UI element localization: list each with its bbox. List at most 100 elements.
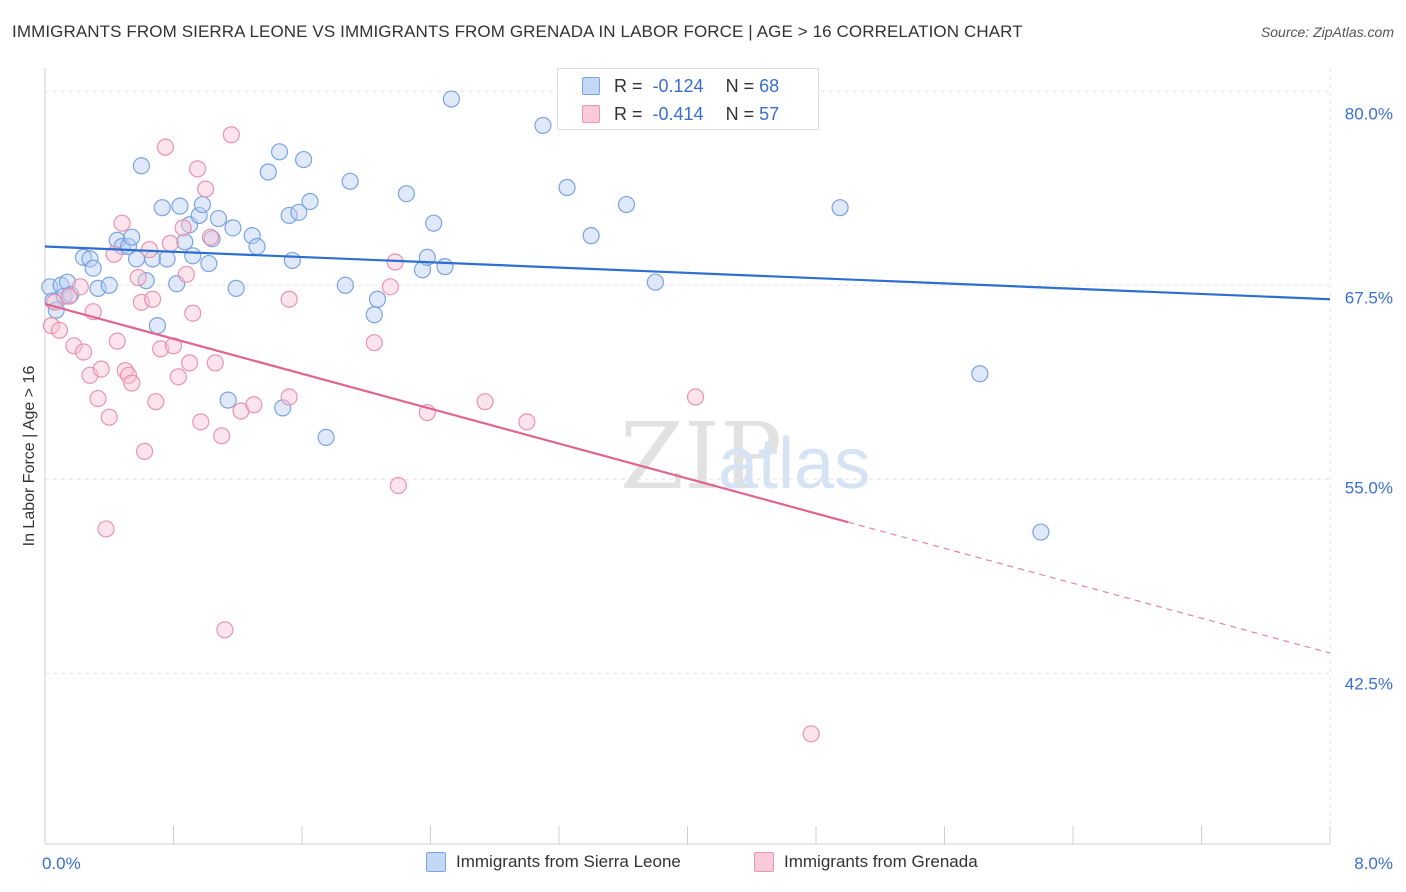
point-sierra-leone [274, 399, 292, 417]
point-grenada [213, 427, 231, 445]
point-sierra-leone [368, 290, 387, 308]
point-sierra-leone [971, 365, 989, 383]
point-sierra-leone [171, 197, 189, 215]
legend-n-value: 68 [759, 75, 780, 96]
point-sierra-leone [646, 273, 664, 291]
point-grenada [74, 343, 93, 361]
point-sierra-leone [209, 209, 228, 228]
point-sierra-leone [200, 254, 218, 273]
point-sierra-leone [436, 258, 454, 276]
point-sierra-leone [831, 199, 849, 217]
point-grenada [65, 337, 83, 355]
legend-item-grenada[interactable]: Immigrants from Grenada [754, 852, 978, 872]
y-tick-label: 55.0% [1345, 478, 1393, 497]
point-grenada [89, 389, 107, 408]
point-sierra-leone [582, 227, 600, 245]
y-axis-label: In Labor Force | Age > 16 [21, 365, 38, 547]
point-sierra-leone [290, 203, 308, 221]
point-sierra-leone [259, 163, 277, 181]
point-sierra-leone [558, 178, 576, 197]
point-grenada [129, 268, 147, 287]
point-sierra-leone [425, 214, 443, 232]
x-tick-label: 0.0% [42, 854, 81, 873]
point-grenada [161, 234, 179, 252]
point-sierra-leone [243, 227, 261, 245]
point-grenada [802, 725, 820, 743]
point-grenada [245, 396, 263, 414]
point-sierra-leone [100, 276, 118, 294]
point-sierra-leone [132, 157, 150, 175]
y-tick-labels: 80.0% 67.5% 55.0% 42.5% [1345, 104, 1393, 693]
point-sierra-leone [89, 279, 107, 297]
point-grenada [201, 228, 220, 246]
point-grenada [92, 360, 110, 378]
data-points [41, 90, 1050, 743]
point-grenada [280, 290, 298, 308]
point-grenada [174, 219, 192, 237]
point-grenada [180, 354, 199, 372]
point-grenada [50, 321, 69, 339]
legend-item-sierra-leone[interactable]: Immigrants from Sierra Leone [426, 852, 681, 872]
point-grenada [42, 317, 61, 335]
point-grenada [135, 442, 154, 460]
point-sierra-leone [280, 206, 298, 225]
watermark-zip: ZIP [620, 403, 782, 510]
trend-line-extension-grenada [847, 521, 1331, 654]
point-grenada [365, 334, 383, 352]
point-grenada [206, 354, 224, 372]
y-tick-label: 67.5% [1345, 288, 1393, 307]
legend-row-sierra-leone: R = -0.124 N = 68 [582, 75, 779, 97]
legend-n-label: N = [725, 103, 755, 124]
point-grenada [216, 621, 234, 639]
point-sierra-leone [397, 185, 416, 203]
point-grenada [389, 476, 407, 495]
x-tick-labels: 0.0% 8.0% [42, 854, 1393, 873]
trend-lines [44, 245, 1331, 654]
point-sierra-leone [1032, 523, 1050, 541]
point-sierra-leone [336, 276, 354, 294]
point-sierra-leone [270, 143, 289, 161]
legend-swatch-grenada [754, 852, 774, 872]
correlation-legend: R = -0.124 N = 68 R = -0.414 N = 57 [557, 68, 819, 130]
legend-n-value: 57 [759, 103, 780, 124]
point-sierra-leone [219, 391, 237, 409]
chart-title: IMMIGRANTS FROM SIERRA LEONE VS IMMIGRAN… [12, 22, 1023, 41]
point-grenada [177, 265, 195, 284]
legend-r-label: R = [614, 103, 643, 124]
point-sierra-leone [283, 251, 301, 270]
point-grenada [113, 214, 131, 232]
point-grenada [686, 388, 705, 406]
legend-r-value: -0.124 [652, 75, 704, 96]
source-credit: Source: ZipAtlas.com [1260, 24, 1394, 40]
point-grenada [197, 180, 215, 198]
point-grenada [152, 340, 170, 358]
legend-label-sierra-leone: Immigrants from Sierra Leone [456, 852, 681, 871]
point-grenada [222, 126, 240, 144]
point-grenada [381, 278, 399, 296]
legend-row-grenada: R = -0.414 N = 57 [582, 103, 779, 125]
point-grenada [108, 332, 126, 350]
legend-label-grenada: Immigrants from Grenada [784, 852, 978, 871]
point-sierra-leone [227, 279, 245, 297]
point-sierra-leone [617, 195, 636, 214]
trend-line-sierra-leone [44, 245, 1331, 301]
point-sierra-leone [224, 219, 242, 237]
point-sierra-leone [534, 116, 552, 135]
point-sierra-leone [158, 250, 176, 268]
point-grenada [60, 287, 78, 305]
point-sierra-leone [365, 306, 383, 324]
point-sierra-leone [84, 259, 102, 277]
point-grenada [144, 290, 162, 308]
point-grenada [156, 138, 175, 156]
legend-r-value: -0.414 [652, 103, 704, 124]
point-grenada [169, 368, 187, 386]
watermark-atlas: atlas [718, 424, 870, 504]
point-grenada [97, 520, 115, 538]
point-sierra-leone [74, 248, 93, 266]
point-sierra-leone [148, 317, 167, 335]
legend-swatch-grenada [582, 105, 600, 123]
legend-swatch-sierra-leone [582, 77, 600, 95]
axes [44, 68, 1331, 845]
point-grenada [71, 278, 89, 296]
